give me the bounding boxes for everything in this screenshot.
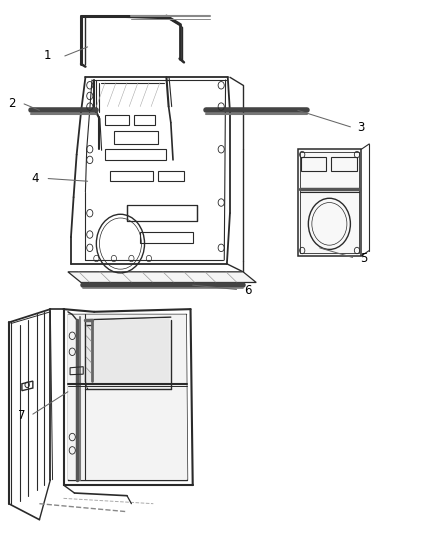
- Polygon shape: [68, 272, 256, 282]
- Text: 5: 5: [360, 252, 367, 265]
- Text: 6: 6: [244, 284, 251, 297]
- Polygon shape: [68, 314, 187, 480]
- Polygon shape: [87, 318, 170, 387]
- Text: 2: 2: [8, 98, 16, 110]
- Text: 3: 3: [358, 122, 365, 134]
- Text: 4: 4: [31, 172, 39, 185]
- Text: 7: 7: [18, 409, 26, 422]
- Text: 1: 1: [43, 50, 51, 62]
- Polygon shape: [298, 149, 361, 256]
